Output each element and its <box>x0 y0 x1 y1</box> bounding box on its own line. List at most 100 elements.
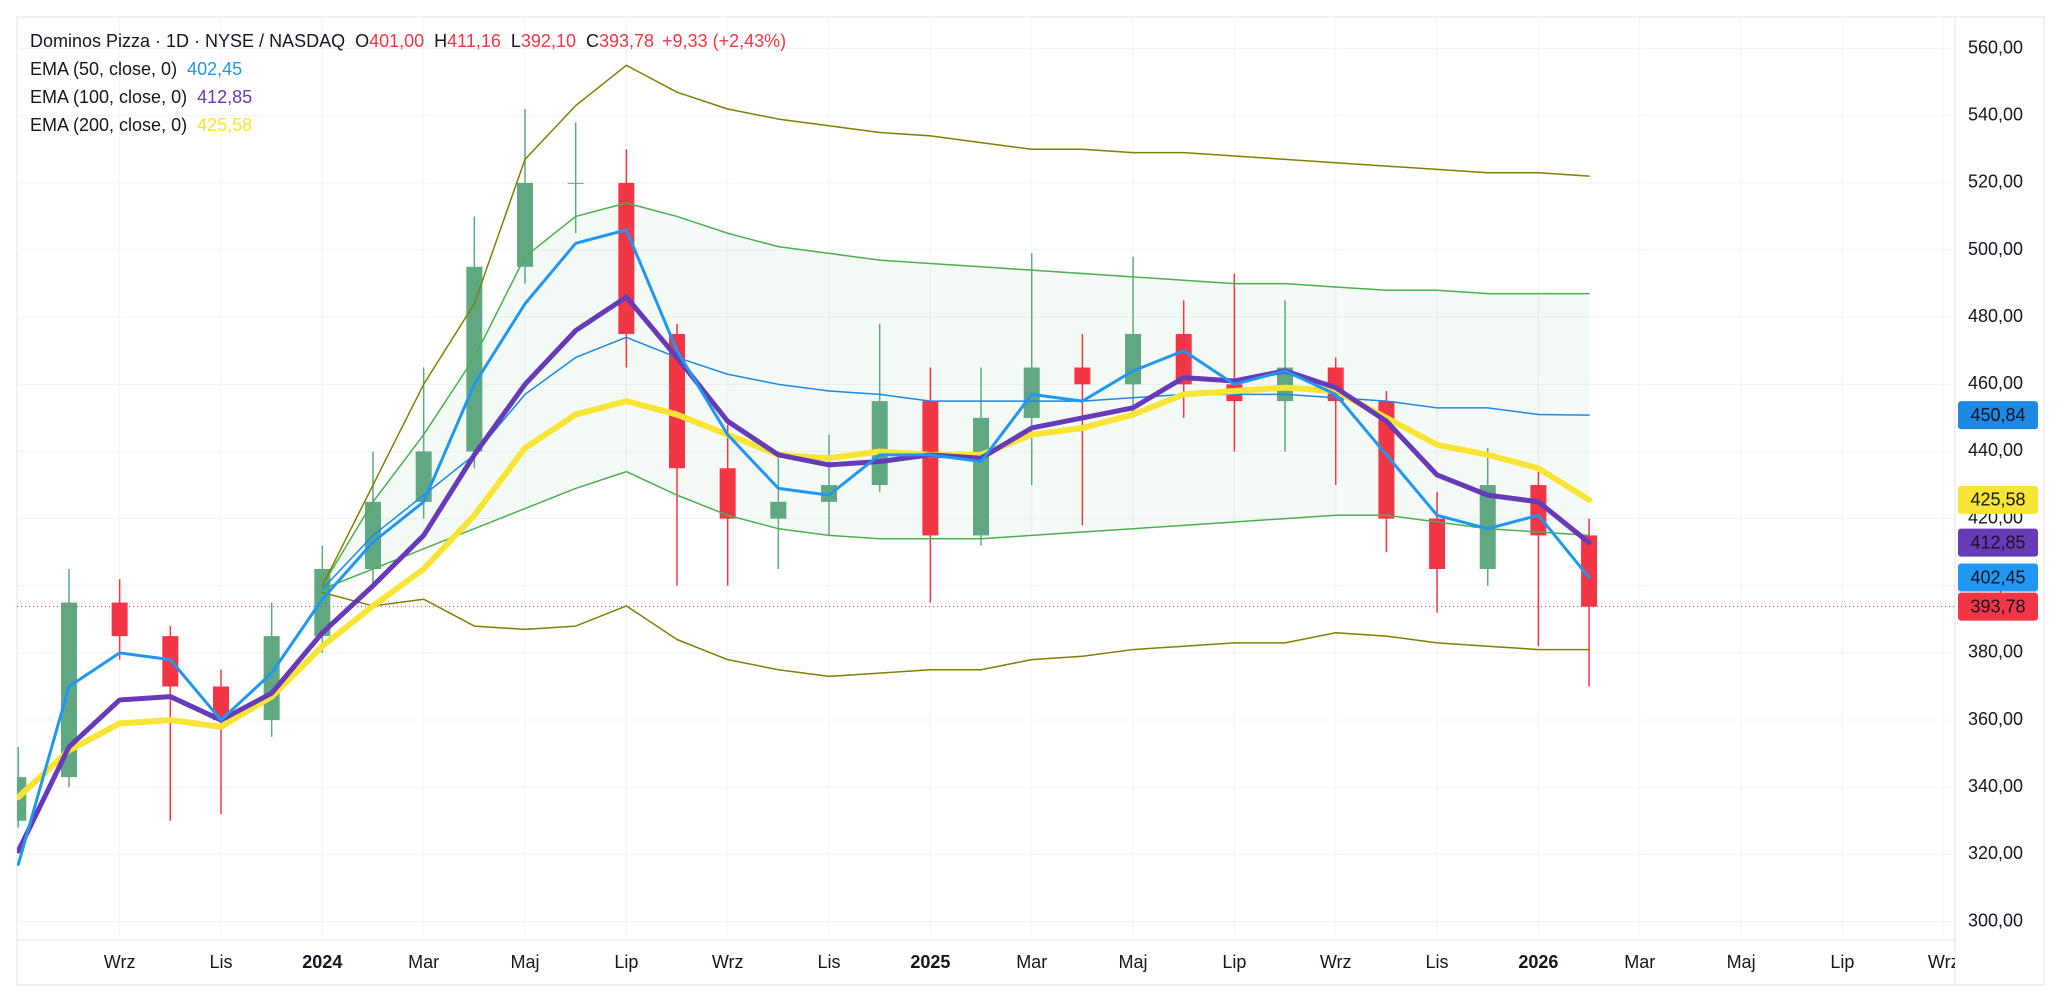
indicator-line <box>321 336 1590 590</box>
legend-entry: EMA (50, close, 0) 402,45 <box>30 59 242 79</box>
x-tick-label: Wrz <box>712 952 744 972</box>
price-badge-label: 412,85 <box>1970 532 2025 552</box>
header: Dominos Pizza · 1D · NYSE / NASDAQ O401,0… <box>30 31 786 51</box>
indicator-line <box>321 470 1590 590</box>
legend-value: 402,45 <box>187 59 242 79</box>
ohlc-value: 393,78 <box>599 31 654 51</box>
y-tick-label: 500,00 <box>1968 239 2023 259</box>
plot-area <box>17 64 1955 866</box>
candle-body <box>669 333 686 469</box>
symbol-title: Dominos Pizza · 1D · NYSE / NASDAQ <box>30 31 345 51</box>
x-tick-label: Lip <box>1222 952 1246 972</box>
y-tick-label: 380,00 <box>1968 642 2023 662</box>
price-badge <box>1958 592 2038 621</box>
candle-body <box>1125 333 1142 385</box>
y-tick-label: 480,00 <box>1968 306 2023 326</box>
candle-body <box>1479 485 1496 569</box>
price-badge <box>1958 528 2038 557</box>
price-badge-label: 450,84 <box>1970 405 2025 425</box>
price-badge-label: 425,58 <box>1970 490 2025 510</box>
candle-body <box>111 602 128 637</box>
x-tick-label: Lis <box>209 952 232 972</box>
x-tick-label: Mar <box>1016 952 1047 972</box>
x-tick-label: 2024 <box>302 952 342 972</box>
ohlc-value: 392,10 <box>521 31 576 51</box>
ohlc-value: 401,00 <box>369 31 424 51</box>
indicator-line <box>321 64 1590 587</box>
candle-body <box>1023 367 1040 418</box>
candle-body <box>871 401 888 486</box>
y-tick-label: 320,00 <box>1968 843 2023 863</box>
price-change: +9,33 (+2,43%) <box>662 31 786 51</box>
candle-body <box>770 501 787 519</box>
candle-body <box>1429 518 1446 569</box>
x-tick-label: Mar <box>408 952 439 972</box>
indicator-line <box>17 294 1592 854</box>
x-axis-labels: Wrz Lis 2024 Mar Maj Lip Wrz Lis 2025 Mar Maj Lip Wr… <box>104 952 1960 972</box>
price-badge <box>1958 401 2038 430</box>
x-tick-label: Lis <box>1426 952 1449 972</box>
legend-entry: EMA (100, close, 0) 412,85 <box>30 87 252 107</box>
legend: Dominos Pizza · 1D · NYSE / NASDAQ O401,0… <box>30 31 786 135</box>
price-badge-label: 393,78 <box>1970 596 2025 616</box>
x-tick-label: Lip <box>614 952 638 972</box>
candle-body <box>567 182 584 184</box>
legend-entry: EMA (200, close, 0) 425,58 <box>30 115 252 135</box>
indicator-line <box>321 591 1590 678</box>
candle-body <box>618 182 635 334</box>
grid <box>17 17 1955 940</box>
price-badge <box>1958 485 2038 514</box>
candle-body <box>922 401 939 536</box>
candle-body <box>466 266 483 452</box>
ohlc-value: 411,16 <box>447 31 501 51</box>
candle-body <box>1277 367 1294 402</box>
legend-name: EMA (100, close, 0) <box>30 87 187 107</box>
ohlc-key: H <box>434 31 447 51</box>
y-tick-label: 360,00 <box>1968 709 2023 729</box>
ohlc-key: C <box>586 31 599 51</box>
indicator-line <box>321 202 1590 587</box>
legend-value: 425,58 <box>197 115 252 135</box>
y-tick-label: 440,00 <box>1968 440 2023 460</box>
band-fill <box>322 203 1590 590</box>
legend-name: EMA (200, close, 0) <box>30 115 187 135</box>
candle-body <box>719 468 736 519</box>
candle-body <box>212 686 229 721</box>
candle-body <box>1378 401 1395 519</box>
price-badge <box>1958 563 2038 592</box>
y-tick-label: 300,00 <box>1968 910 2023 930</box>
legend-name: EMA (50, close, 0) <box>30 59 177 79</box>
candle-body <box>1530 485 1547 536</box>
x-tick-label: Wrz <box>1928 952 1960 972</box>
indicator-line <box>17 228 1591 866</box>
y-tick-label: 540,00 <box>1968 104 2023 124</box>
price-badge-label: 402,45 <box>1970 567 2025 587</box>
y-tick-label: 460,00 <box>1968 373 2023 393</box>
x-tick-label: Mar <box>1624 952 1655 972</box>
x-tick-label: 2025 <box>910 952 950 972</box>
x-tick-label: Maj <box>1119 952 1148 972</box>
candle-body <box>1175 333 1192 385</box>
x-tick-label: Wrz <box>104 952 136 972</box>
candle-body <box>1074 367 1091 385</box>
x-tick-label: Wrz <box>1320 952 1352 972</box>
candle-body <box>1581 535 1598 607</box>
x-tick-label: Lis <box>818 952 841 972</box>
ohlc-key: O <box>355 31 369 51</box>
ohlc-key: L <box>511 31 521 51</box>
x-tick-label: Lip <box>1830 952 1854 972</box>
candle-body <box>517 182 533 267</box>
candle-body <box>17 777 27 821</box>
y-tick-label: 340,00 <box>1968 776 2023 796</box>
axes: 300,00320,00340,00360,00380,00400,00420,… <box>104 37 2038 972</box>
legend-value: 412,85 <box>197 87 252 107</box>
x-tick-label: Maj <box>1727 952 1756 972</box>
frame <box>16 16 2045 986</box>
candle-body <box>973 417 990 536</box>
y-tick-label: 520,00 <box>1968 172 2023 192</box>
y-tick-label: 560,00 <box>1968 37 2023 57</box>
x-tick-label: Maj <box>510 952 539 972</box>
x-tick-label: 2026 <box>1518 952 1558 972</box>
